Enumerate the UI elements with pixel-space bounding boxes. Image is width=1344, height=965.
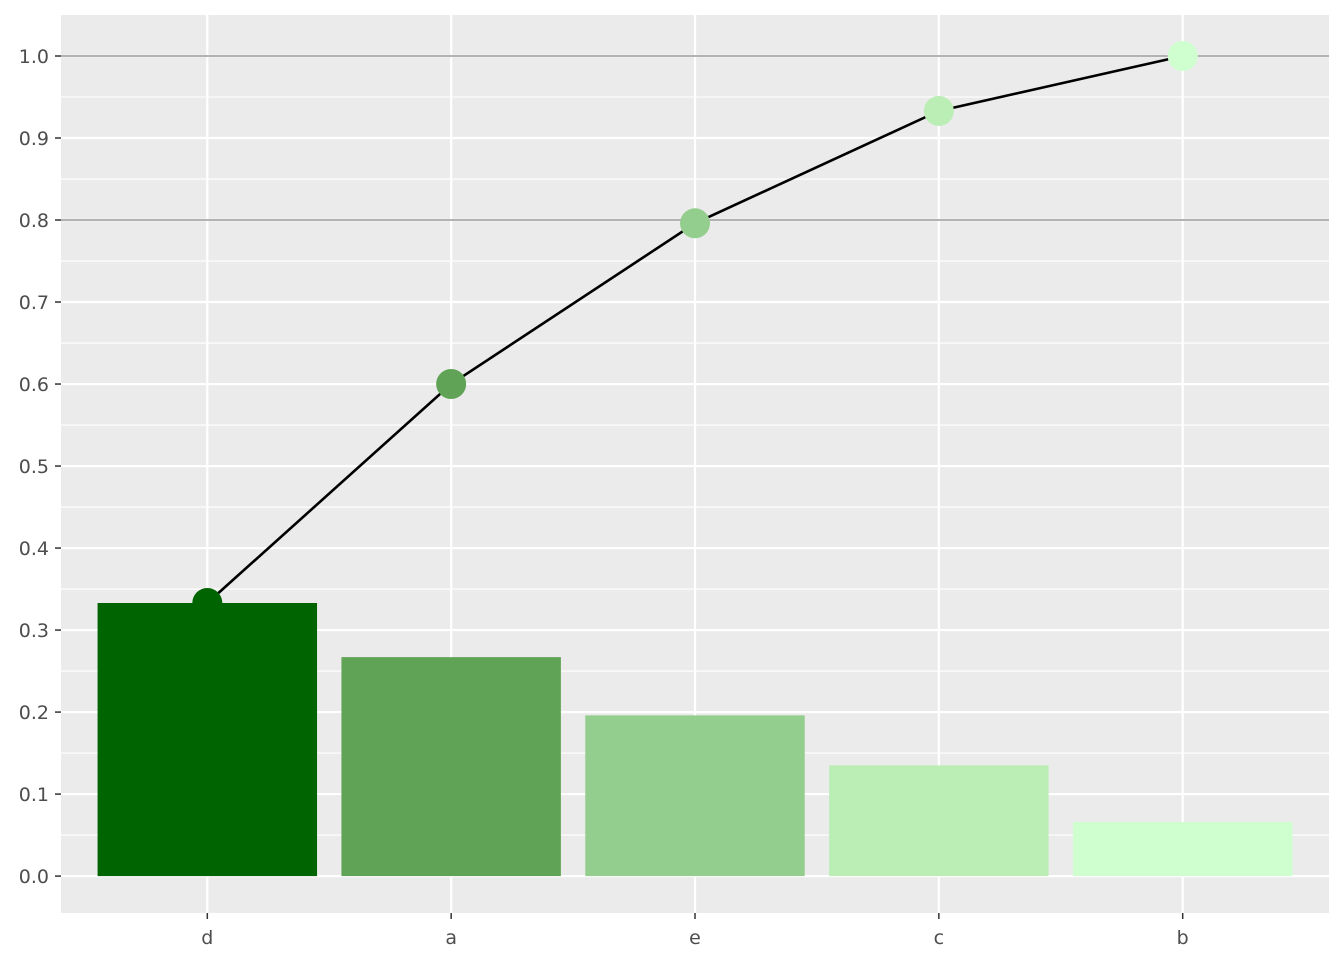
- y-tick-label: 0.3: [19, 620, 49, 642]
- y-tick-label: 0.8: [19, 210, 49, 232]
- y-tick-label: 0.4: [19, 538, 49, 560]
- x-tick-label: e: [689, 927, 701, 949]
- y-tick-label: 0.5: [19, 456, 49, 478]
- point-e: [680, 208, 710, 239]
- x-tick-label: d: [201, 927, 213, 949]
- y-tick-label: 0.6: [19, 374, 49, 396]
- x-tick-label: a: [445, 927, 457, 949]
- point-a: [436, 369, 467, 400]
- y-tick-label: 0.2: [19, 702, 49, 724]
- bar-b: [1072, 821, 1293, 877]
- y-tick-label: 1.0: [19, 46, 49, 68]
- bar-c: [829, 765, 1049, 877]
- bar-d: [97, 603, 318, 877]
- bar-a: [341, 657, 561, 877]
- point-d: [192, 588, 223, 619]
- x-tick-label: c: [934, 927, 944, 949]
- point-b: [1167, 41, 1198, 72]
- bars: [97, 603, 1293, 877]
- y-tick-label: 0.7: [19, 292, 49, 314]
- point-c: [923, 95, 954, 126]
- y-tick-label: 0.9: [19, 128, 49, 150]
- y-tick-label: 0.1: [19, 784, 49, 806]
- y-tick-label: 0.0: [19, 866, 49, 888]
- x-tick-label: b: [1177, 927, 1189, 949]
- cumulative-points: [192, 41, 1198, 619]
- y-axis: 0.0 0.1 0.2 0.3 0.4 0.5 0.6 0.7 0.8 0.9 1.0: [19, 46, 61, 888]
- bar-e: [585, 715, 805, 877]
